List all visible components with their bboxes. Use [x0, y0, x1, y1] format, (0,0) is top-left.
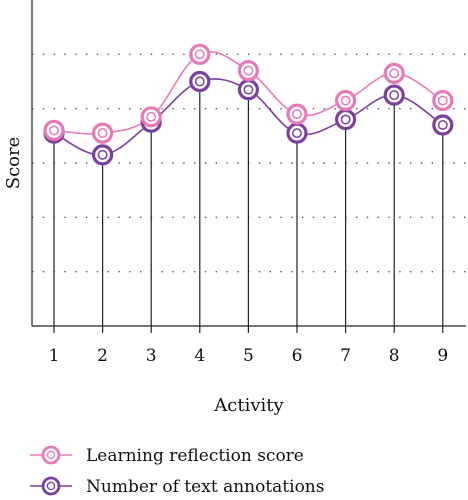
- series-layer: [43, 43, 454, 166]
- data-point: [237, 79, 259, 101]
- data-point: [383, 84, 405, 106]
- data-point: [286, 103, 308, 125]
- data-point: [286, 122, 308, 144]
- legend-item: Number of text annotations: [30, 476, 324, 497]
- y-axis-title: Score: [3, 137, 24, 190]
- data-point: [43, 119, 65, 141]
- data-point: [432, 89, 454, 112]
- legend-label: Learning reflection score: [86, 446, 304, 466]
- data-point: [140, 106, 162, 128]
- x-ticks: 1 2 3 4 5 6 7 8 9: [49, 326, 448, 366]
- x-tick-label: 4: [194, 346, 205, 366]
- x-tick-label: 8: [389, 346, 400, 366]
- data-point: [91, 122, 114, 144]
- legend-label: Number of text annotations: [86, 477, 324, 497]
- x-axis-title: Activity: [213, 395, 284, 416]
- x-tick-label: 2: [97, 346, 108, 366]
- legend-item: Learning reflection score: [30, 445, 304, 466]
- data-point: [189, 43, 211, 65]
- x-tick-label: 6: [292, 346, 303, 366]
- drop-lines: [53, 81, 444, 326]
- x-tick-label: 7: [340, 346, 351, 366]
- x-tick-label: 9: [437, 346, 448, 366]
- grid-lines: [32, 53, 466, 273]
- x-tick-label: 1: [49, 346, 60, 366]
- data-point: [91, 144, 114, 166]
- data-point: [237, 60, 259, 82]
- data-point: [335, 108, 357, 131]
- data-point: [189, 70, 211, 93]
- data-point: [335, 89, 357, 112]
- x-tick-label: 3: [146, 346, 157, 366]
- data-point: [432, 114, 454, 136]
- x-tick-label: 5: [243, 346, 254, 366]
- data-point: [383, 62, 405, 84]
- legend: Learning reflection score Number of text …: [30, 445, 324, 497]
